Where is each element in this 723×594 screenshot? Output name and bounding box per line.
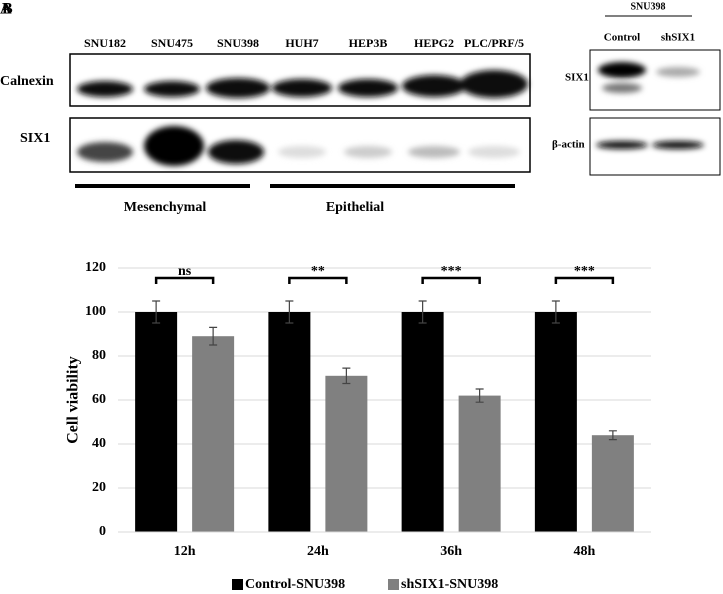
lane-label: SNU182 bbox=[84, 36, 126, 50]
y-tick-label: 60 bbox=[92, 392, 106, 407]
lane-label: Control bbox=[604, 32, 640, 44]
lane-label: HUH7 bbox=[285, 36, 318, 50]
cell-line-label: SNU398 bbox=[630, 1, 665, 12]
error-bar bbox=[418, 300, 427, 324]
significance-label: *** bbox=[441, 264, 462, 279]
error-bar bbox=[285, 300, 294, 324]
bar bbox=[325, 375, 368, 532]
significance-bracket bbox=[554, 276, 615, 284]
group-label: Mesenchymal bbox=[124, 200, 207, 215]
y-tick-label: 20 bbox=[92, 480, 106, 495]
bar bbox=[268, 312, 311, 532]
lane-label: HEP3B bbox=[349, 36, 388, 50]
y-tick-label: 80 bbox=[92, 348, 106, 363]
bar-chart: 0 20 40 60 80 100 120 Cell viability 12h ns 24h ** 3… bbox=[65, 260, 651, 592]
lane-label: SNU398 bbox=[217, 36, 259, 50]
bar bbox=[135, 312, 178, 532]
row-label: SIX1 bbox=[20, 131, 50, 146]
blot-kd-actin bbox=[589, 117, 721, 176]
blot-six1 bbox=[69, 117, 531, 173]
blot-kd-six1 bbox=[589, 49, 721, 111]
x-tick-label: 36h bbox=[440, 544, 462, 559]
row-label: Calnexin bbox=[0, 74, 54, 89]
error-bar bbox=[152, 300, 161, 324]
row-label: SIX1 bbox=[565, 72, 589, 84]
error-bar bbox=[475, 388, 484, 403]
legend-swatch bbox=[232, 579, 243, 590]
y-tick-label: 0 bbox=[99, 524, 106, 539]
bar bbox=[458, 395, 501, 532]
lane-label: HEPG2 bbox=[414, 36, 454, 50]
error-bar bbox=[551, 300, 560, 324]
panel-label: A bbox=[0, 1, 12, 18]
lane-label: PLC/PRF/5 bbox=[464, 36, 524, 50]
significance-label: ** bbox=[311, 264, 325, 279]
error-bar bbox=[608, 430, 617, 441]
x-tick-label: 12h bbox=[174, 544, 196, 559]
error-bar bbox=[342, 367, 351, 385]
y-tick-label: 40 bbox=[92, 436, 106, 451]
group-label: Epithelial bbox=[326, 200, 384, 215]
significance-bracket bbox=[421, 276, 481, 284]
significance-bracket bbox=[288, 276, 348, 284]
row-label: β-actin bbox=[552, 139, 585, 151]
legend-label: Control-SNU398 bbox=[245, 577, 345, 592]
x-tick-label: 48h bbox=[573, 544, 595, 559]
error-bar bbox=[209, 326, 218, 346]
bar bbox=[591, 435, 634, 532]
bar bbox=[401, 312, 444, 532]
x-tick-label: 24h bbox=[307, 544, 329, 559]
blot-calnexin bbox=[69, 53, 531, 107]
significance-label: ns bbox=[178, 264, 192, 279]
lane-label: SNU475 bbox=[151, 36, 193, 50]
bar bbox=[192, 336, 235, 532]
significance-label: *** bbox=[574, 264, 595, 279]
panel-label: B bbox=[2, 1, 13, 18]
lane-label: shSIX1 bbox=[661, 32, 695, 44]
bar bbox=[534, 312, 577, 532]
y-axis-label: Cell viability bbox=[65, 356, 82, 444]
legend-swatch bbox=[388, 579, 399, 590]
y-tick-label: 120 bbox=[85, 260, 106, 275]
legend-label: shSIX1-SNU398 bbox=[401, 577, 498, 592]
significance-bracket bbox=[154, 276, 215, 284]
y-tick-label: 100 bbox=[85, 304, 106, 319]
